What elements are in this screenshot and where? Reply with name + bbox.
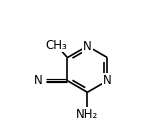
Text: N: N: [103, 74, 112, 87]
Text: N: N: [83, 40, 92, 52]
Text: CH₃: CH₃: [46, 39, 67, 52]
Text: N: N: [34, 74, 43, 87]
Text: NH₂: NH₂: [76, 108, 99, 121]
